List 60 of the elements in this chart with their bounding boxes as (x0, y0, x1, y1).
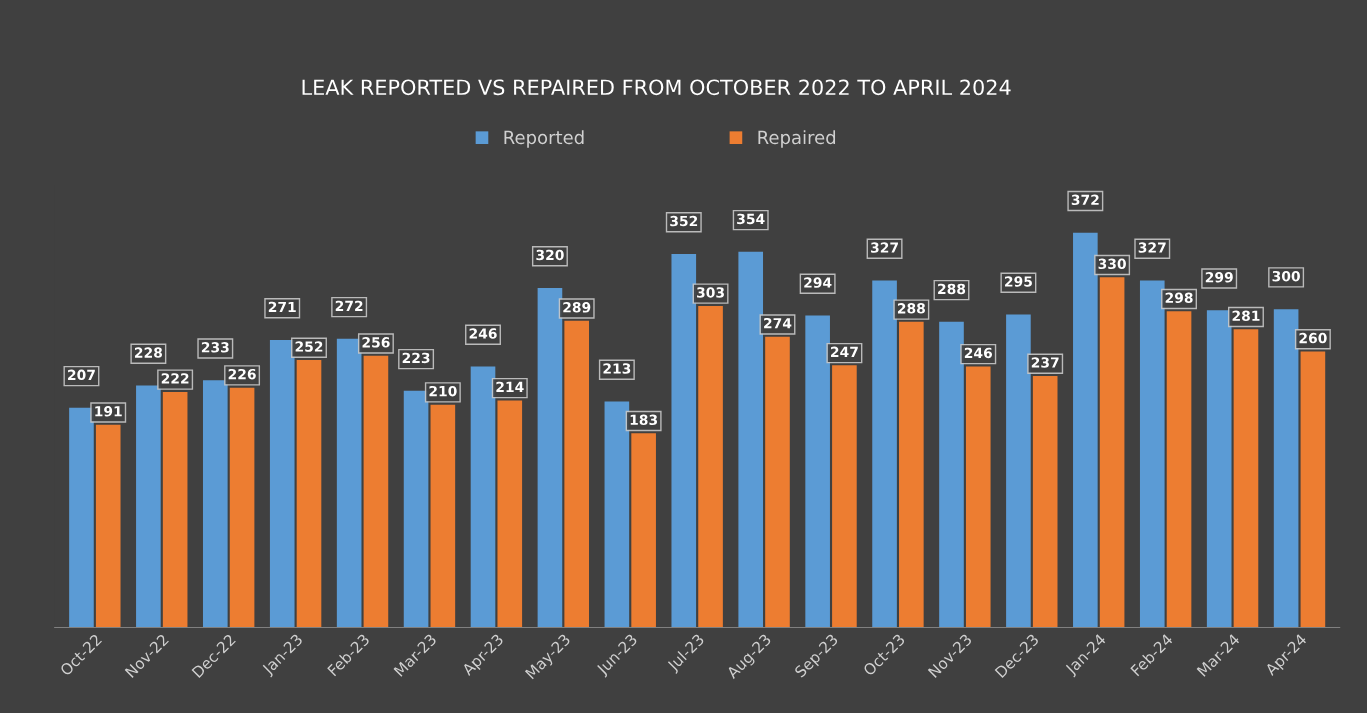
bar (604, 401, 630, 628)
data-label: 226 (228, 368, 256, 380)
data-label: 327 (871, 242, 898, 253)
data-label: 295 (1005, 276, 1032, 287)
bar (1273, 309, 1299, 628)
data-label: 320 (536, 249, 564, 261)
bar (1206, 310, 1232, 628)
bar (470, 366, 496, 628)
bar (671, 253, 697, 628)
bar (403, 390, 429, 628)
bar (336, 338, 362, 628)
bar (805, 315, 830, 628)
data-label: 372 (1071, 194, 1099, 206)
bar (1073, 232, 1098, 628)
data-label: 260 (1299, 332, 1327, 344)
bar (1006, 314, 1031, 628)
chart-title: LEAK REPORTED VS REPAIRED FROM OCTOBER 2022 TO APRIL 2024 (302, 79, 1011, 96)
legend-label: Repaired (758, 130, 836, 148)
data-label: 352 (670, 215, 698, 227)
data-label: 274 (764, 317, 792, 329)
data-label: 299 (1205, 272, 1233, 283)
data-label: 288 (938, 283, 966, 295)
data-label: 191 (95, 406, 122, 417)
data-label: 288 (897, 303, 925, 314)
data-label: 294 (804, 277, 832, 288)
data-label: 252 (295, 341, 323, 352)
data-label: 246 (964, 347, 993, 359)
data-label: 228 (134, 347, 163, 358)
data-label: 213 (603, 363, 631, 374)
data-label: 327 (1138, 242, 1166, 253)
data-label: 256 (362, 337, 390, 348)
data-label: 247 (831, 346, 858, 357)
data-label: 289 (563, 302, 591, 313)
data-label: 272 (335, 300, 363, 311)
data-label: 271 (268, 301, 296, 313)
bar (872, 280, 897, 628)
bar (269, 339, 295, 628)
bar (939, 321, 964, 628)
legend-label: Reported (504, 130, 584, 148)
data-label: 183 (630, 414, 658, 426)
data-label: 233 (201, 342, 229, 353)
data-label: 222 (161, 373, 189, 384)
bar (738, 251, 764, 628)
data-label: 281 (1232, 310, 1260, 322)
data-label: 330 (1098, 258, 1126, 270)
data-label: 210 (429, 385, 457, 397)
bar (1139, 280, 1165, 628)
data-label: 303 (696, 287, 724, 298)
bar (202, 380, 228, 628)
data-label: 246 (469, 328, 497, 339)
data-label: 223 (402, 352, 430, 364)
bar (537, 287, 563, 628)
data-label: 300 (1272, 270, 1300, 282)
bar (136, 385, 161, 628)
data-label: 214 (496, 381, 524, 392)
data-label: 298 (1165, 292, 1193, 304)
bar (69, 407, 94, 628)
data-label: 354 (737, 213, 765, 225)
data-label: 207 (68, 369, 95, 381)
data-label: 237 (1031, 357, 1059, 368)
